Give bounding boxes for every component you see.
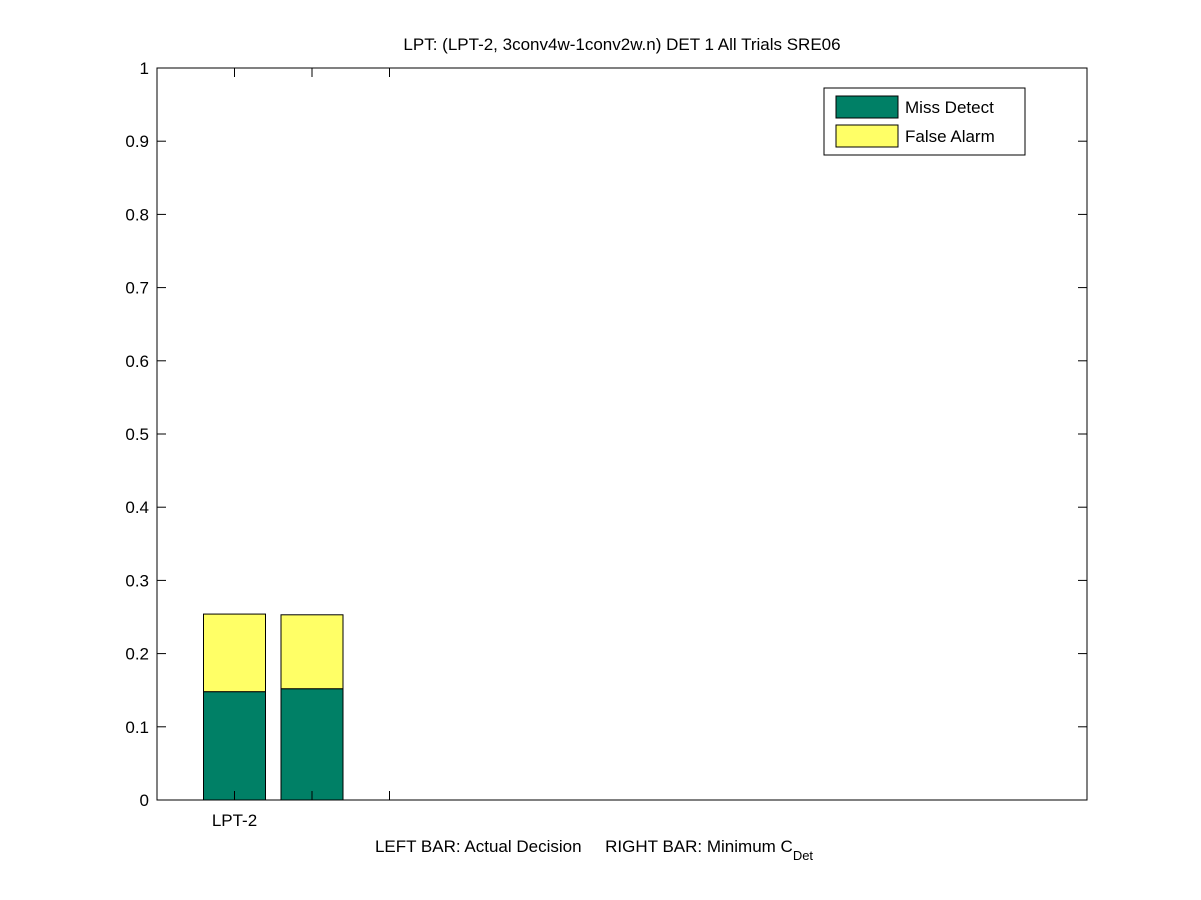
y-tick-label: 0.5 [125,425,149,444]
bar-segment [280,614,344,690]
x-axis-label: LEFT BAR: Actual Decision RIGHT BAR: Min… [375,837,813,863]
y-tick-label: 0.3 [125,571,149,590]
y-tick-label: 0.7 [125,279,149,298]
y-tick-label: 0 [140,791,149,810]
y-tick-label: 1 [140,59,149,78]
x-axis-label-main: LEFT BAR: Actual Decision RIGHT BAR: Min… [375,837,793,856]
y-tick-label: 0.9 [125,132,149,151]
legend-swatch [835,95,899,119]
x-tick-label: LPT-2 [212,811,257,830]
bar-segment [203,691,266,801]
chart-title: LPT: (LPT-2, 3conv4w-1conv2w.n) DET 1 Al… [403,35,840,54]
legend-swatch [835,124,899,148]
y-tick-label: 0.8 [125,205,149,224]
y-tick-label: 0.4 [125,498,149,517]
x-axis-label-subscript: Det [793,848,814,863]
y-tick-label: 0.1 [125,718,149,737]
y-tick-label: 0.6 [125,352,149,371]
legend-label: Miss Detect [905,98,994,117]
bar-segment [203,613,266,693]
y-tick-label: 0.2 [125,645,149,664]
bar-segment [280,688,344,801]
legend-label: False Alarm [905,127,995,146]
